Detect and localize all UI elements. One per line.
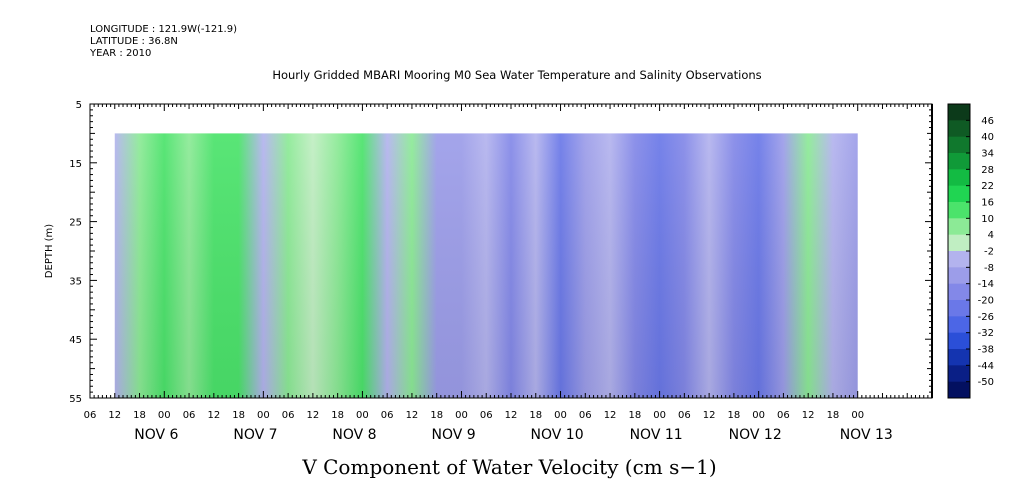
x-tick-label: 00 [554,410,567,421]
longitude-label: LONGITUDE : 121.9W(-121.9) [90,24,237,35]
colorbar-label: -32 [978,328,994,339]
x-tick-label: 06 [480,410,493,421]
latitude-label: LATITUDE : 36.8N [90,36,178,47]
x-tick-label: 18 [331,410,344,421]
colorbar-label: 4 [988,230,994,241]
x-tick-label: 06 [84,410,97,421]
y-tick-label: 5 [76,100,82,111]
x-day-label: NOV 11 [630,427,683,443]
colorbar-label: -8 [984,263,994,274]
colorbar-label: -44 [978,361,994,372]
colorbar-label: -2 [984,247,994,258]
x-axis-label: V Component of Water Velocity (cm s−1) [302,455,717,479]
y-tick-label: 25 [69,218,82,229]
colorbar-segment [948,169,970,187]
colorbar-label: 40 [981,132,994,143]
x-tick-label: 18 [232,410,245,421]
x-tick-label: 12 [307,410,320,421]
colorbar-segment [948,267,970,285]
x-tick-label: 06 [183,410,196,421]
x-tick-label: 12 [703,410,716,421]
colorbar-label: 16 [981,198,994,209]
colorbar-segment [948,349,970,366]
y-tick-label: 35 [69,276,82,287]
colorbar-segment [948,104,970,121]
ticks: 5 15 25 35 45 55 DEPTH (m) 06 12 18 00 06 12 18 00 06 12… [44,100,933,443]
colorbar-segment [948,136,970,154]
colorbar-label: -14 [978,279,994,290]
x-day-label: NOV 12 [729,427,782,443]
x-tick-label: 12 [406,410,419,421]
colorbar-label: 10 [981,214,994,225]
x-tick-label: 06 [678,410,691,421]
colorbar-segment [948,218,970,236]
x-tick-label: 12 [802,410,815,421]
colorbar-segment [948,332,970,350]
colorbar-label: -20 [978,296,994,307]
y-tick-label: 45 [69,335,82,346]
colorbar-label: 34 [981,149,994,160]
x-tick-label: 18 [827,410,840,421]
colorbar-segment [948,120,970,138]
x-tick-label: 00 [158,410,171,421]
x-tick-label: 00 [851,410,864,421]
x-day-label: NOV 10 [531,427,584,443]
x-tick-label: 06 [282,410,295,421]
colorbar-label: -50 [978,377,994,388]
colorbar-label: -38 [978,345,994,356]
x-tick-label: 18 [728,410,741,421]
x-tick-label: 12 [505,410,518,421]
y-tick-label: 15 [69,159,82,170]
x-day-label: NOV 9 [431,427,475,443]
x-tick-label: 00 [257,410,270,421]
colorbar-segment [948,202,970,219]
year-label: YEAR : 2010 [90,48,152,59]
x-tick-label: 06 [777,410,790,421]
x-day-label: NOV 7 [233,427,277,443]
y-tick-label: 55 [69,394,82,405]
velocity-field [114,133,858,398]
colorbar-segment [948,300,970,317]
x-tick-label: 12 [604,410,617,421]
colorbar-label: 46 [981,116,994,127]
colorbar-segment [948,153,970,170]
x-tick-label: 06 [381,410,394,421]
x-tick-label: 00 [455,410,468,421]
colorbar-segment [948,234,970,252]
chart-title: Hourly Gridded MBARI Mooring M0 Sea Wate… [272,68,762,82]
colorbar-segment [948,283,970,301]
colorbar-label: 28 [981,165,994,176]
y-axis-label: DEPTH (m) [44,224,55,278]
x-day-label: NOV 8 [332,427,376,443]
x-tick-label: 12 [207,410,220,421]
x-tick-label: 18 [628,410,641,421]
x-tick-label: 12 [108,410,121,421]
x-tick-label: 18 [430,410,443,421]
colorbar-label: -26 [978,312,994,323]
colorbar-segment [948,316,970,334]
colorbar: 46 40 34 28 22 16 10 4 -2 -8 -14 -20 -26 -32 -38 -44 -50 [947,103,994,399]
x-tick-label: 18 [529,410,542,421]
colorbar-segment [948,365,970,383]
x-tick-label: 06 [579,410,592,421]
x-tick-label: 00 [356,410,369,421]
x-day-label: NOV 6 [134,427,178,443]
colorbar-segment [948,185,970,203]
colorbar-segment [948,381,970,399]
depth-shading [114,133,858,398]
colorbar-segment [948,251,970,268]
x-day-label: NOV 13 [840,427,893,443]
x-tick-label: 18 [133,410,146,421]
x-tick-label: 00 [653,410,666,421]
x-tick-label: 00 [752,410,765,421]
colorbar-label: 22 [981,181,994,192]
